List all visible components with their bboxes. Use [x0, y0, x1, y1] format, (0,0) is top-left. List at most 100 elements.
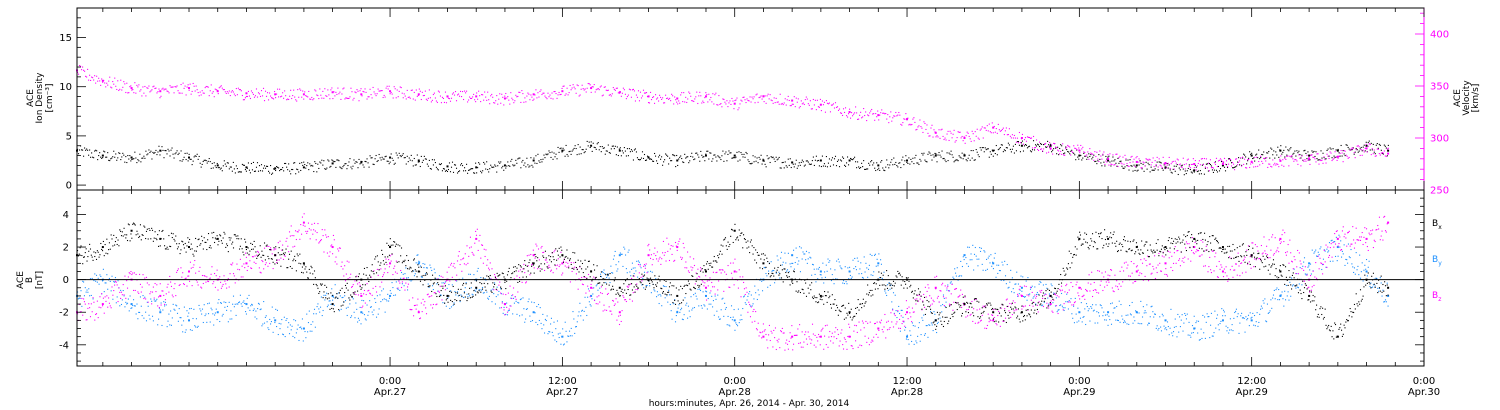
density-sample [237, 171, 239, 173]
bz-sample [238, 269, 241, 271]
velocity-sample [805, 96, 807, 98]
by-sample [718, 316, 720, 318]
density-sample [1069, 153, 1071, 155]
density-sample [553, 152, 555, 154]
velocity-sample [766, 95, 768, 97]
by-sample [1242, 317, 1244, 319]
by-sample [1334, 255, 1337, 258]
density-point [188, 156, 191, 159]
by-sample [378, 308, 380, 310]
density-sample [747, 159, 749, 161]
velocity-sample [545, 96, 547, 99]
by-sample [353, 311, 355, 313]
by-sample [381, 290, 383, 292]
density-sample [1081, 159, 1083, 161]
by-sample [79, 297, 81, 299]
velocity-sample [1312, 156, 1314, 158]
by-sample [1066, 293, 1068, 295]
by-sample [97, 277, 99, 279]
velocity-sample [628, 88, 630, 90]
velocity-sample [407, 96, 409, 98]
bz-sample [302, 224, 304, 226]
velocity-sample [504, 95, 506, 97]
density-sample [99, 152, 101, 154]
by-sample [799, 246, 801, 248]
velocity-sample [1275, 164, 1277, 166]
by-sample [1075, 313, 1077, 315]
density-sample [550, 156, 552, 158]
density-sample [1105, 155, 1107, 158]
velocity-sample [1162, 156, 1164, 158]
density-sample [1321, 157, 1323, 159]
by-sample [1166, 321, 1169, 323]
bz-sample [576, 268, 578, 270]
by-sample [718, 318, 721, 320]
bz-sample [595, 303, 597, 305]
velocity-sample [526, 95, 528, 97]
density-sample [604, 153, 606, 155]
bz-sample [225, 283, 227, 285]
bz-sample [160, 304, 162, 306]
velocity-sample [1041, 148, 1043, 150]
density-sample [1208, 162, 1210, 165]
bz-sample [490, 278, 492, 280]
density-sample [943, 157, 945, 160]
by-sample [943, 297, 945, 299]
density-sample [1084, 155, 1086, 157]
velocity-sample [1254, 156, 1256, 158]
velocity-sample [580, 88, 582, 90]
density-sample [1143, 170, 1145, 172]
bz-sample [284, 255, 286, 257]
density-sample [466, 163, 468, 165]
velocity-sample [994, 131, 996, 133]
density-sample [916, 162, 918, 164]
by-sample [1160, 326, 1162, 328]
velocity-sample [1344, 150, 1346, 152]
by-sample [668, 294, 671, 296]
density-sample [251, 169, 254, 171]
velocity-sample [615, 87, 617, 89]
bz-sample [147, 301, 149, 303]
by-sample [664, 297, 666, 299]
by-sample [325, 294, 327, 296]
density-sample [659, 154, 661, 156]
bz-sample [530, 253, 532, 256]
by-sample [175, 304, 177, 306]
bz-sample [276, 261, 278, 264]
velocity-sample [571, 87, 573, 89]
by-sample [1207, 316, 1209, 318]
by-sample [439, 294, 441, 296]
velocity-sample [274, 90, 276, 93]
by-sample [415, 262, 417, 264]
bz-sample [157, 305, 159, 307]
by-sample [851, 276, 853, 278]
velocity-sample [282, 92, 284, 94]
velocity-sample [1249, 166, 1251, 169]
density-sample [418, 161, 420, 163]
density-sample [1243, 153, 1245, 155]
density-sample [226, 162, 228, 164]
velocity-sample [1044, 143, 1046, 145]
bz-sample [471, 251, 473, 253]
velocity-sample [387, 88, 389, 90]
density-sample [321, 159, 323, 161]
velocity-sample [610, 95, 612, 97]
density-sample [1139, 160, 1141, 162]
density-sample [671, 160, 673, 162]
by-sample [637, 276, 639, 278]
bz-sample [388, 266, 391, 268]
velocity-sample [1172, 160, 1174, 162]
bz-sample [567, 262, 569, 264]
by-sample [522, 297, 524, 299]
by-sample [725, 306, 727, 309]
by-sample [631, 268, 633, 270]
velocity-sample [942, 135, 944, 137]
by-sample [373, 309, 375, 311]
density-sample [769, 161, 771, 164]
density-sample [873, 162, 875, 164]
velocity-sample [1070, 154, 1072, 156]
density-sample [859, 167, 861, 169]
velocity-sample [1001, 128, 1003, 131]
density-sample [1193, 171, 1195, 173]
bz-sample [150, 291, 152, 293]
